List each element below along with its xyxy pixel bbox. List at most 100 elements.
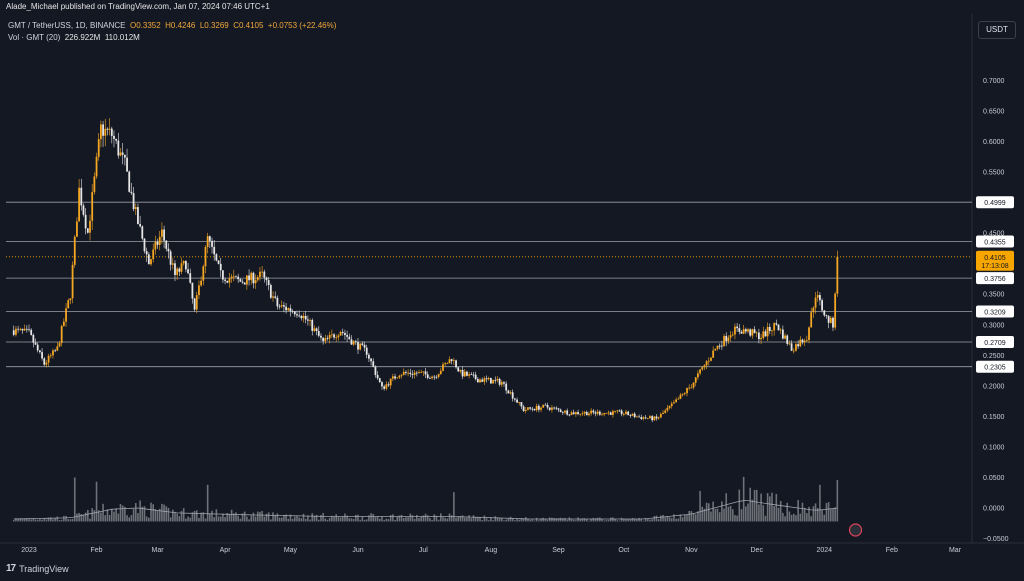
candle-body (714, 348, 717, 351)
volume-bar (760, 493, 762, 522)
candle-body (583, 411, 586, 414)
volume-bar (642, 520, 645, 522)
candle-body (387, 384, 390, 386)
open-value: O0.3352 (129, 21, 161, 30)
volume-bar (47, 517, 50, 522)
volume-bar (124, 506, 126, 522)
volume-bar (655, 515, 658, 522)
volume-bar (357, 514, 359, 522)
candle-body (132, 193, 135, 210)
volume-bar (540, 518, 542, 522)
candle-body (679, 394, 682, 399)
volume-bar (71, 518, 74, 522)
volume-bar (516, 518, 518, 522)
candle-body (446, 363, 449, 365)
candle-body (607, 412, 610, 414)
volume-bar (599, 517, 601, 522)
volume-bar (95, 481, 98, 522)
candle-body (245, 275, 248, 285)
volume-bar (26, 518, 28, 522)
volume-bar (487, 520, 490, 522)
volume-bar (45, 519, 48, 522)
volume-bar (718, 512, 721, 522)
volume-bar (725, 493, 728, 522)
volume-bar (407, 517, 409, 522)
volume-bar (110, 508, 113, 522)
currency-button[interactable]: USDT (978, 21, 1016, 39)
candle-body (330, 334, 333, 336)
candle-body (659, 413, 662, 418)
candle-body (760, 337, 762, 340)
y-tick-label: 0.0500 (983, 475, 1005, 482)
candle-body (797, 344, 800, 347)
candle-body (429, 377, 431, 379)
volume-bar (65, 515, 67, 522)
volume-bar (795, 515, 797, 522)
candle-body (476, 379, 479, 383)
volume-bar (777, 507, 780, 522)
volume-bar (361, 516, 364, 522)
candle-body (803, 340, 806, 343)
volume-bar (616, 520, 619, 522)
candle-body (280, 305, 283, 307)
volume-bar (694, 514, 697, 522)
price-level-tag (976, 305, 1014, 318)
volume-bar (226, 512, 229, 522)
candle-body (625, 411, 627, 414)
candle-body (633, 413, 636, 418)
candle-body (38, 350, 41, 353)
volume-bar (185, 518, 187, 522)
candle-body (45, 362, 48, 365)
volume-bar (646, 518, 649, 522)
candle-body (224, 279, 226, 281)
candle-body (511, 392, 514, 399)
candle-body (211, 240, 213, 247)
candle-body (365, 347, 368, 355)
candle-body (228, 278, 231, 283)
candle-body (546, 404, 549, 408)
volume-bar (771, 492, 773, 522)
symbol-legend: GMT / TetherUSS, 1D, BINANCE O0.3352 H0.… (8, 21, 336, 30)
volume-bar (224, 516, 226, 522)
candle-body (433, 376, 436, 378)
candle-body (551, 407, 553, 410)
volume-bar (30, 519, 32, 522)
candle-body (394, 376, 396, 379)
volume-bar (302, 513, 305, 522)
volume-bar (527, 518, 529, 522)
candle-body (635, 416, 638, 418)
volume-bar (823, 514, 826, 522)
volume-bar (474, 517, 477, 522)
candle-body (137, 207, 139, 224)
x-tick-label: Feb (886, 547, 898, 554)
volume-bar (830, 509, 832, 522)
candle-body (496, 378, 499, 381)
volume-bar (773, 506, 775, 522)
volume-bar (675, 518, 677, 522)
candle-body (640, 417, 643, 419)
volume-bar (609, 517, 612, 522)
volume-bar (63, 515, 65, 522)
volume-bar (161, 503, 163, 522)
volume-bar (119, 504, 122, 522)
candle-body (649, 416, 651, 419)
candle-body (171, 263, 174, 265)
candle-body (261, 271, 264, 273)
volume-bar (189, 517, 192, 522)
candle-body (720, 345, 723, 347)
candle-body (169, 251, 172, 265)
candle-body (243, 282, 246, 285)
volume-bar (692, 513, 695, 522)
volume-bar (503, 520, 505, 522)
candle-body (747, 329, 749, 332)
volume-bar (747, 503, 749, 522)
candle-body (250, 272, 253, 281)
candle-body (195, 295, 198, 310)
candle-body (572, 412, 575, 415)
candle-body (561, 412, 564, 413)
candle-body (293, 311, 296, 315)
volume-bar (230, 509, 233, 522)
candle-body (84, 214, 87, 229)
candle-body (490, 378, 492, 384)
candle-body (470, 374, 473, 376)
